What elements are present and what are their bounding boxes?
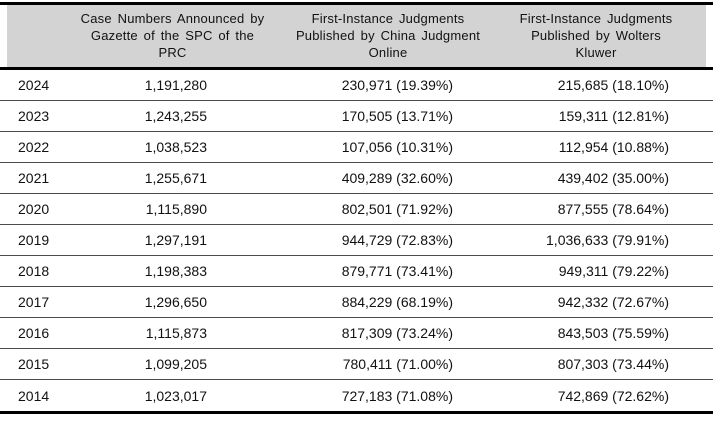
- wk-value: 439,402 (35.00%): [557, 170, 669, 186]
- gazette-value: 1,099,205: [144, 356, 207, 372]
- cjo-value: 409,289 (32.60%): [341, 170, 453, 186]
- cjo-value: 944,729 (72.83%): [341, 232, 453, 248]
- cjo-value: 802,501 (71.92%): [341, 201, 453, 217]
- cjo-value: 170,505 (13.71%): [341, 108, 453, 124]
- year-cell: 2021: [18, 170, 50, 186]
- gazette-value: 1,255,671: [144, 170, 207, 186]
- table-row: 2016 1,115,873 817,309 (73.24%) 843,503 …: [0, 318, 713, 349]
- year-cell: 2016: [18, 325, 50, 341]
- header-year: [7, 10, 55, 67]
- cjo-value: 107,056 (10.31%): [341, 139, 453, 155]
- header-gazette: Case Numbers Announced by Gazette of the…: [80, 11, 265, 60]
- wk-value: 159,311 (12.81%): [558, 108, 669, 124]
- bottom-rule: [0, 411, 713, 414]
- year-cell: 2014: [18, 387, 50, 404]
- gazette-value: 1,297,191: [144, 232, 207, 248]
- header-cjo: First-Instance Judgments Published by Ch…: [295, 11, 481, 60]
- header-bottom-rule: [0, 67, 713, 70]
- wk-value: 807,303 (73.44%): [557, 356, 669, 372]
- gazette-value: 1,191,280: [144, 77, 207, 93]
- table-row: 2023 1,243,255 170,505 (13.71%) 159,311 …: [0, 101, 713, 132]
- header-wk: First-Instance Judgments Published by Wo…: [519, 11, 673, 60]
- year-cell: 2015: [18, 356, 50, 372]
- table-header-row: Case Numbers Announced by Gazette of the…: [7, 5, 706, 67]
- wk-value: 215,685 (18.10%): [557, 77, 669, 93]
- gazette-value: 1,243,255: [144, 108, 207, 124]
- wk-value: 942,332 (72.67%): [557, 294, 669, 310]
- table-row: 2022 1,038,523 107,056 (10.31%) 112,954 …: [0, 132, 713, 163]
- wk-value: 742,869 (72.62%): [557, 387, 669, 404]
- year-cell: 2017: [18, 294, 50, 310]
- table-row: 2020 1,115,890 802,501 (71.92%) 877,555 …: [0, 194, 713, 225]
- year-cell: 2020: [18, 201, 50, 217]
- wk-value: 112,954 (10.88%): [558, 139, 669, 155]
- cjo-value: 884,229 (68.19%): [341, 294, 453, 310]
- year-cell: 2022: [18, 139, 50, 155]
- table-row: 2014 1,023,017 727,183 (71.08%) 742,869 …: [0, 380, 713, 411]
- year-cell: 2024: [18, 77, 50, 93]
- table-body: 2024 1,191,280 230,971 (19.39%) 215,685 …: [0, 70, 713, 411]
- table-row: 2017 1,296,650 884,229 (68.19%) 942,332 …: [0, 287, 713, 318]
- cjo-value: 780,411 (71.00%): [342, 356, 453, 372]
- cjo-value: 230,971 (19.39%): [341, 77, 453, 93]
- wk-value: 949,311 (79.22%): [558, 263, 669, 279]
- cjo-value: 727,183 (71.08%): [341, 387, 453, 404]
- year-cell: 2018: [18, 263, 50, 279]
- year-cell: 2019: [18, 232, 50, 248]
- gazette-value: 1,115,873: [145, 325, 207, 341]
- gazette-value: 1,023,017: [144, 387, 207, 404]
- table-row: 2019 1,297,191 944,729 (72.83%) 1,036,63…: [0, 225, 713, 256]
- gazette-value: 1,038,523: [144, 139, 207, 155]
- wk-value: 877,555 (78.64%): [557, 201, 669, 217]
- gazette-value: 1,198,383: [144, 263, 207, 279]
- cjo-value: 879,771 (73.41%): [341, 263, 453, 279]
- top-rule: [0, 2, 713, 5]
- gazette-value: 1,296,650: [144, 294, 207, 310]
- gazette-value: 1,115,890: [145, 201, 207, 217]
- wk-value: 843,503 (75.59%): [557, 325, 669, 341]
- year-cell: 2023: [18, 108, 50, 124]
- table-row: 2024 1,191,280 230,971 (19.39%) 215,685 …: [0, 70, 713, 101]
- table-row: 2015 1,099,205 780,411 (71.00%) 807,303 …: [0, 349, 713, 380]
- cjo-value: 817,309 (73.24%): [341, 325, 453, 341]
- wk-value: 1,036,633 (79.91%): [546, 232, 669, 248]
- table-row: 2021 1,255,671 409,289 (32.60%) 439,402 …: [0, 163, 713, 194]
- table-row: 2018 1,198,383 879,771 (73.41%) 949,311 …: [0, 256, 713, 287]
